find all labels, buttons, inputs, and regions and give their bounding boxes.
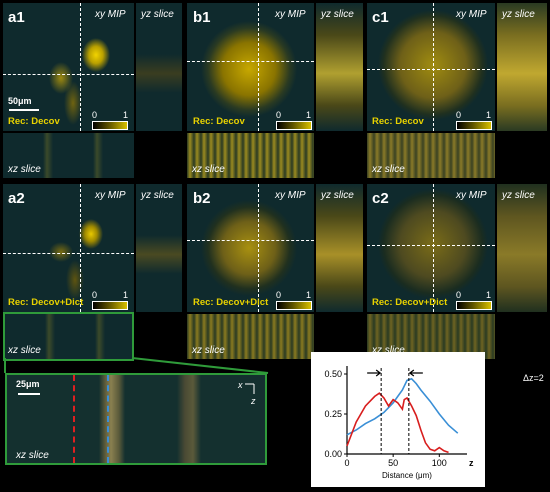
a1-colorbar — [92, 121, 128, 130]
series-line-0 — [346, 377, 459, 436]
a2-xy-image — [3, 184, 134, 312]
b1-colorbar — [276, 121, 312, 130]
b2-yz-label: yz slice — [321, 190, 354, 201]
b1-xz-image — [187, 133, 314, 178]
a1-cbar-1: 1 — [123, 110, 129, 120]
c2-xz-label: xz slice — [372, 345, 405, 356]
c1-xz-label: xz slice — [372, 164, 405, 175]
a1-scalebar-label: 50μm — [8, 96, 32, 106]
a1-xz-label: xz slice — [8, 164, 41, 175]
b2-xy-image — [187, 184, 314, 312]
c2-xy-label: xy MIP — [456, 190, 487, 201]
c1-yz-image — [497, 3, 547, 131]
b1-cbar-1: 1 — [306, 110, 312, 120]
b2-xz-label: xz slice — [192, 345, 225, 356]
profile-chart: 0.50 0.25 0.000 50 100 z Distance (μm) — [324, 366, 474, 480]
c1-rec-label: Rec: Decov — [372, 116, 424, 127]
zoom-blue-line — [107, 375, 109, 463]
y-tick-label: 0.50 — [324, 369, 342, 379]
delta-z-annotation: Δz=2 — [523, 373, 544, 383]
b2-cbar-1: 1 — [306, 290, 312, 300]
c1-cbar-0: 0 — [456, 110, 462, 120]
b1-label: b1 — [193, 9, 211, 26]
a2-yz-image — [136, 184, 182, 312]
a1-rec-label: Rec: Decov — [8, 116, 60, 127]
a2-cbar-0: 0 — [92, 290, 98, 300]
c1-colorbar — [456, 121, 492, 130]
x-axis-letter: z — [469, 458, 474, 468]
b2-cbar-0: 0 — [276, 290, 282, 300]
axis-x-label: x — [237, 380, 243, 390]
a2-yz-label: yz slice — [141, 190, 174, 201]
c2-cbar-1: 1 — [486, 290, 492, 300]
b1-xz-label: xz slice — [192, 164, 225, 175]
x-tick-label: 50 — [388, 458, 398, 468]
a2-xz-image — [5, 314, 132, 359]
profile-chart-box: 0.50 0.25 0.00 0 50 100 z Distance (μm) — [311, 352, 485, 487]
marker-arrow-right — [408, 369, 423, 377]
c2-rec-label: Rec: Decov+Dict — [372, 297, 448, 308]
c2-label: c2 — [372, 190, 389, 207]
c1-yz-label: yz slice — [502, 9, 535, 20]
zoom-axis-indicator: x z — [237, 380, 256, 406]
b2-label: b2 — [193, 190, 211, 207]
axis-z-label: z — [250, 396, 256, 406]
b2-xz-image — [187, 314, 314, 359]
b1-cbar-0: 0 — [276, 110, 282, 120]
b1-yz-label: yz slice — [321, 9, 354, 20]
c1-label: c1 — [372, 9, 389, 26]
b2-rec-label: Rec: Decov+Dict — [193, 297, 269, 308]
c2-cbar-0: 0 — [456, 290, 462, 300]
zoom-xz-image — [5, 373, 267, 465]
zoom-xz-label: xz slice — [16, 450, 49, 461]
b1-rec-label: Rec: Decov — [193, 116, 245, 127]
c1-xy-image — [367, 3, 495, 131]
y-tick-label: 0.25 — [324, 409, 342, 419]
c2-yz-label: yz slice — [502, 190, 535, 201]
a1-yz-label: yz slice — [141, 9, 174, 20]
c1-cbar-1: 1 — [486, 110, 492, 120]
a1-yz-image — [136, 3, 182, 131]
a1-xy-label: xy MIP — [95, 9, 126, 20]
a2-rec-label: Rec: Decov+Dict — [8, 297, 84, 308]
marker-arrow-left — [367, 369, 382, 377]
a1-cbar-0: 0 — [92, 110, 98, 120]
a1-xz-image — [3, 133, 134, 178]
c1-xy-label: xy MIP — [456, 9, 487, 20]
x-axis-label: Distance (μm) — [382, 471, 432, 480]
c2-xy-image — [367, 184, 495, 312]
a1-scalebar — [9, 109, 39, 111]
c2-xz-image — [367, 314, 495, 359]
y-tick-label: 0.00 — [324, 449, 342, 459]
a2-label: a2 — [8, 190, 25, 207]
a2-xz-label: xz slice — [8, 345, 41, 356]
x-tick-label: 100 — [432, 458, 447, 468]
a2-xz-highlight-box — [3, 312, 134, 361]
zoom-scalebar — [18, 393, 40, 395]
a2-xy-label: xy MIP — [95, 190, 126, 201]
series-line-1 — [346, 392, 449, 454]
a2-cbar-1: 1 — [123, 290, 129, 300]
zoom-scalebar-label: 25μm — [16, 379, 40, 389]
b1-yz-image — [316, 3, 363, 131]
b2-xy-label: xy MIP — [275, 190, 306, 201]
b1-xy-label: xy MIP — [275, 9, 306, 20]
c1-xz-image — [367, 133, 495, 178]
c2-yz-image — [497, 184, 547, 312]
b2-yz-image — [316, 184, 363, 312]
x-tick-label: 0 — [344, 458, 349, 468]
b1-xy-image — [187, 3, 314, 131]
zoom-red-line — [73, 375, 75, 463]
b2-colorbar — [276, 301, 312, 310]
a2-colorbar — [92, 301, 128, 310]
c2-colorbar — [456, 301, 492, 310]
a1-label: a1 — [8, 9, 25, 26]
